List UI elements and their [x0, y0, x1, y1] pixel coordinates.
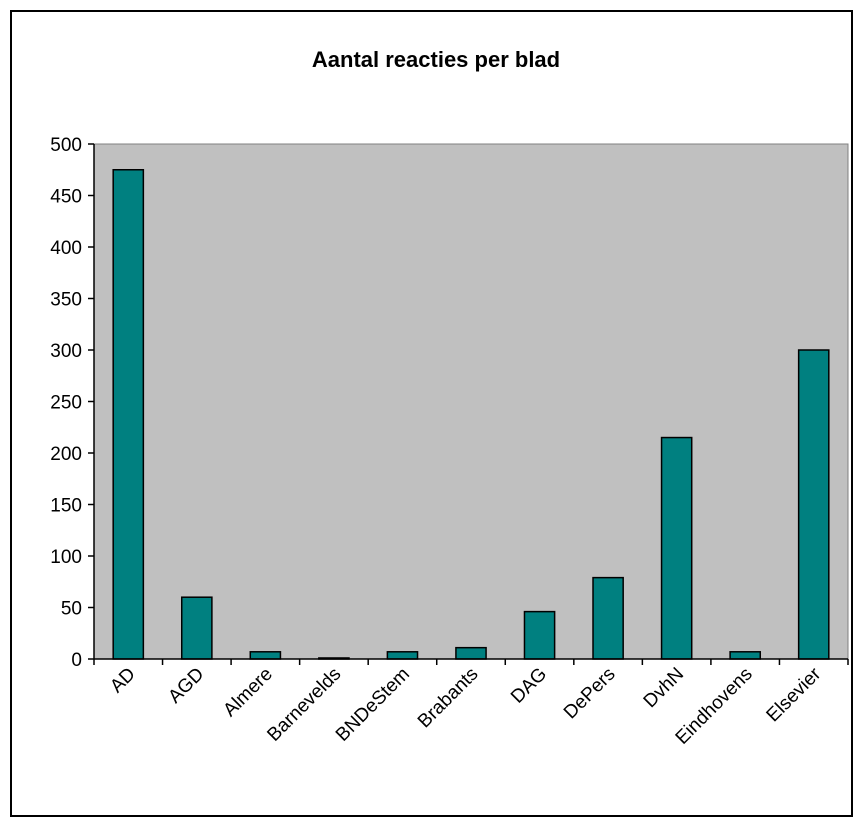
- bar-bndestem: [386, 651, 419, 660]
- bar-agd: [180, 596, 213, 660]
- y-tick-label: 350: [50, 290, 82, 311]
- y-tick-label: 200: [50, 444, 82, 465]
- x-tick-label: Almere: [219, 664, 276, 721]
- x-tick-label: DAG: [507, 664, 551, 708]
- y-tick-label: 500: [50, 135, 82, 156]
- x-tick-label: AD: [106, 664, 140, 698]
- y-tick-label: 450: [50, 187, 82, 208]
- x-tick-label: DePers: [560, 664, 620, 724]
- bar-depers: [592, 576, 624, 660]
- plot-area: [93, 143, 849, 660]
- x-tick-label: Brabants: [414, 664, 483, 733]
- bars-group: [112, 169, 830, 660]
- x-tick-label: DvhN: [640, 664, 688, 712]
- bar-almere: [249, 651, 282, 660]
- y-tick-label: 300: [50, 341, 82, 362]
- x-tick-label: Elsevier: [763, 663, 826, 726]
- bar-dag: [523, 610, 556, 660]
- bar-ad: [112, 169, 145, 660]
- axes-group: [88, 143, 849, 665]
- y-tick-label: 0: [71, 650, 82, 671]
- bar-dvhn: [660, 436, 693, 660]
- bar-elsevier: [797, 349, 830, 660]
- y-tick-label: 400: [50, 238, 82, 259]
- chart-title: Aantal reacties per blad: [312, 47, 560, 72]
- x-tick-label: BNDeStem: [332, 664, 414, 746]
- y-tick-label: 100: [50, 547, 82, 568]
- x-tick-label: AGD: [164, 664, 208, 708]
- y-tick-label: 50: [61, 599, 82, 620]
- y-tick-label: 250: [50, 393, 82, 414]
- bar-eindhovens: [729, 651, 762, 660]
- y-tick-label: 150: [50, 496, 82, 517]
- bar-brabants: [455, 646, 487, 660]
